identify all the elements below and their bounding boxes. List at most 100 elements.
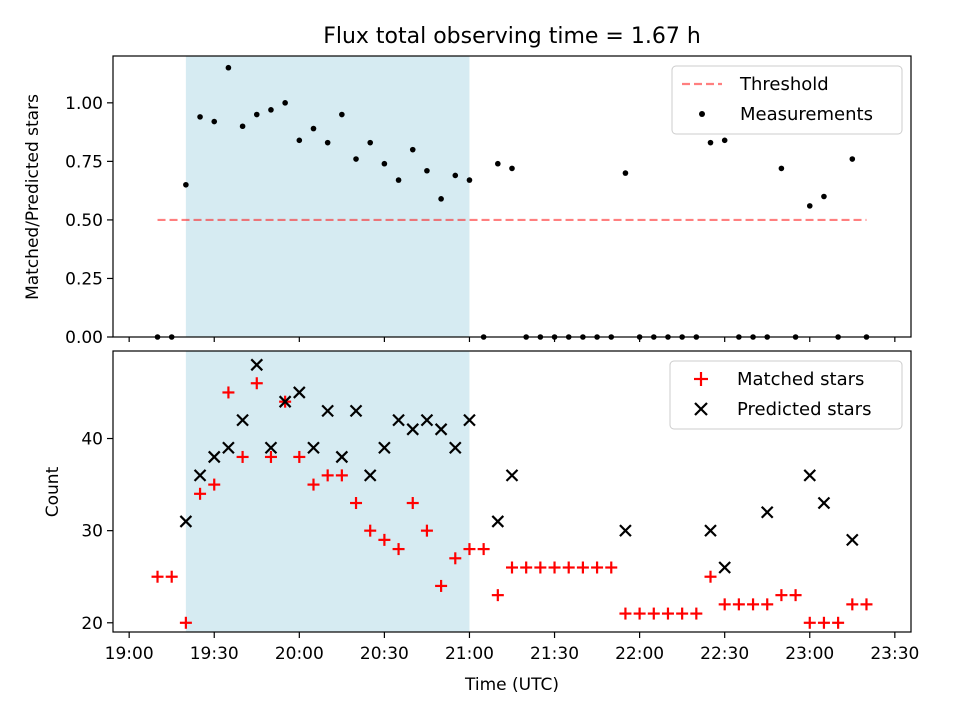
x-tick-label: 20:30 xyxy=(360,644,409,664)
measurement-point xyxy=(424,167,430,174)
matched-star-point xyxy=(165,570,178,583)
count-y-tick-label: 40 xyxy=(81,430,103,450)
ratio-legend-box xyxy=(671,65,903,135)
predicted-star-point xyxy=(434,423,448,436)
matched-star-point xyxy=(676,607,689,620)
matched-star-point xyxy=(747,598,760,611)
matched-star-point xyxy=(661,607,674,620)
matched-star-point xyxy=(264,450,277,463)
measurement-point xyxy=(849,156,856,162)
count-plot-frame xyxy=(112,350,912,633)
matched-star-point xyxy=(463,543,476,556)
matched-star-point xyxy=(293,450,306,463)
matched-star-point xyxy=(250,377,263,390)
measurement-point xyxy=(253,111,260,118)
count-y-tick-label: 20 xyxy=(81,614,103,634)
ratio-y-tick-label: 1.00 xyxy=(65,94,103,114)
measurement-point xyxy=(452,172,459,179)
predicted-star-point xyxy=(420,413,434,427)
matched-star-point xyxy=(789,589,802,602)
predicted-star-point xyxy=(463,413,476,427)
predicted-star-point xyxy=(307,441,320,455)
predicted-legend-label: Predicted stars xyxy=(737,399,871,420)
matched-star-point xyxy=(846,598,859,611)
predicted-star-point xyxy=(363,469,377,482)
measurement-point xyxy=(622,170,629,176)
measurement-point xyxy=(509,165,515,172)
matched-star-point xyxy=(406,497,419,510)
chart-title: Flux total observing time = 1.67 h xyxy=(323,24,701,49)
measurement-point xyxy=(239,123,246,130)
matched-legend-swatch xyxy=(694,372,708,386)
ratio-plot-frame xyxy=(112,55,912,338)
count-legend: Matched stars Predicted stars xyxy=(669,360,903,430)
count-legend-box xyxy=(669,360,903,430)
x-tick-label: 19:30 xyxy=(190,644,239,664)
predicted-legend-swatch xyxy=(694,402,708,416)
measurements-legend-swatch xyxy=(699,111,705,117)
measurement-point xyxy=(211,118,218,125)
predicted-star-point xyxy=(335,450,349,464)
measurement-point xyxy=(183,181,189,188)
matched-star-point xyxy=(817,616,830,629)
measurement-point xyxy=(409,146,416,153)
predicted-star-point xyxy=(406,423,420,436)
predicted-star-point xyxy=(718,561,731,574)
x-tick-label: 23:00 xyxy=(785,644,834,664)
measurement-point xyxy=(466,177,473,183)
matched-star-point xyxy=(236,450,249,463)
count-panel: 20 30 40 Count Matched stars Predicted sta… xyxy=(43,350,919,695)
predicted-star-point xyxy=(817,496,831,510)
matched-star-point xyxy=(520,561,533,574)
matched-legend-label: Matched stars xyxy=(737,369,864,390)
x-tick-label: 23:30 xyxy=(870,644,919,664)
matched-star-point xyxy=(803,616,816,629)
predicted-star-point xyxy=(193,469,207,482)
matched-star-point xyxy=(335,469,348,482)
matched-star-point xyxy=(392,543,405,556)
ratio-y-tick-label: 0.00 xyxy=(65,328,103,348)
matched-star-point xyxy=(860,598,873,611)
matched-star-point xyxy=(208,478,221,491)
measurement-point xyxy=(197,114,203,120)
matched-star-point xyxy=(378,533,391,546)
ratio-y-tick-label: 0.75 xyxy=(65,152,103,172)
matched-star-point xyxy=(732,598,745,611)
measurement-point xyxy=(721,137,728,144)
predicted-star-point xyxy=(846,533,859,547)
matched-star-point xyxy=(576,561,589,574)
predicted-star-point xyxy=(378,441,391,455)
matched-star-point xyxy=(647,607,660,620)
matched-star-point xyxy=(151,570,164,583)
measurement-point xyxy=(495,160,501,167)
matched-star-point xyxy=(307,478,320,491)
matched-star-point xyxy=(690,607,703,620)
x-axis-label: Time (UTC) xyxy=(464,675,559,695)
measurement-point xyxy=(310,125,317,132)
ratio-panel: 0.00 0.25 0.50 0.75 1.00 Matched/Predicted s… xyxy=(23,55,912,348)
matched-star-point xyxy=(562,561,575,574)
ratio-legend: Threshold Measurements xyxy=(671,65,903,135)
measurement-point xyxy=(707,139,714,146)
matched-star-point xyxy=(548,561,561,574)
matched-star-point xyxy=(832,616,845,629)
x-tick-label: 21:00 xyxy=(445,644,494,664)
predicted-star-point xyxy=(250,358,264,372)
measurements-legend-label: Measurements xyxy=(740,104,873,125)
predicted-star-point xyxy=(449,441,462,455)
matched-star-point xyxy=(321,469,334,482)
threshold-legend-label: Threshold xyxy=(739,74,829,95)
measurement-point xyxy=(821,193,827,200)
matched-star-point xyxy=(619,607,632,620)
matched-star-point xyxy=(350,497,363,510)
measurement-point xyxy=(381,160,388,167)
matched-star-point xyxy=(633,607,646,620)
matched-star-point xyxy=(506,561,518,574)
predicted-star-point xyxy=(207,450,221,464)
predicted-star-point xyxy=(491,515,505,528)
matched-star-point xyxy=(704,570,717,583)
measurement-point xyxy=(296,137,303,144)
measurement-point xyxy=(225,64,232,71)
measurement-point xyxy=(282,100,288,106)
